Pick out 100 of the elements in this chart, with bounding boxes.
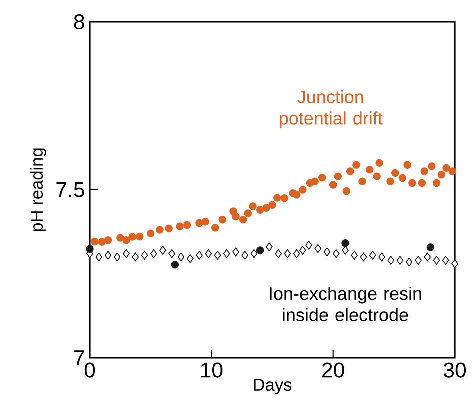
point [132, 252, 140, 262]
point [376, 159, 384, 167]
point [171, 261, 180, 269]
point [448, 168, 456, 176]
point [314, 244, 322, 254]
point [262, 204, 270, 212]
y-axis-title: pH reading [30, 148, 46, 232]
point [329, 181, 338, 189]
point [284, 249, 292, 258]
point [292, 191, 301, 199]
point [98, 238, 106, 246]
point [186, 254, 194, 264]
point [146, 230, 155, 238]
x-tick-label: 30 [444, 362, 466, 378]
point [346, 168, 354, 176]
point [242, 251, 249, 260]
x-tick-label: 20 [322, 362, 344, 378]
point [232, 213, 240, 221]
point [123, 249, 130, 258]
point [366, 166, 374, 174]
point [116, 234, 124, 242]
point [396, 256, 404, 265]
point [178, 252, 185, 262]
y-tick-label: 7 [74, 350, 84, 366]
point [122, 236, 130, 244]
point [442, 256, 450, 265]
point [214, 251, 222, 260]
point [358, 178, 366, 186]
point [334, 172, 342, 180]
point [211, 224, 220, 232]
point [280, 194, 289, 202]
point [352, 161, 360, 169]
point [332, 249, 340, 258]
point [96, 252, 103, 262]
y-tick-label: 8 [74, 14, 84, 30]
point [268, 201, 276, 209]
point [176, 222, 184, 230]
point [360, 252, 368, 262]
point [160, 246, 166, 255]
point [274, 194, 282, 202]
point [324, 248, 331, 257]
point [432, 179, 441, 188]
point [202, 218, 210, 226]
x-tick-label: 0 [84, 362, 96, 378]
point [306, 241, 312, 250]
point [266, 242, 273, 252]
point [438, 171, 446, 179]
point [218, 216, 226, 224]
point [250, 249, 258, 258]
point [196, 219, 204, 228]
point [342, 187, 351, 196]
point [256, 206, 264, 214]
point [223, 249, 230, 258]
point [150, 249, 158, 258]
series-label: Junction potential drift [280, 90, 383, 128]
point [299, 186, 307, 194]
point [433, 256, 440, 265]
point [311, 178, 319, 186]
point [300, 246, 306, 255]
x-tick-label: 10 [201, 362, 223, 378]
point [86, 245, 94, 254]
point [104, 251, 112, 260]
point [275, 249, 282, 258]
point [114, 252, 121, 262]
point [452, 260, 458, 268]
point [232, 248, 240, 257]
point [128, 233, 136, 241]
point [342, 246, 349, 255]
point [373, 172, 381, 180]
point [183, 221, 192, 230]
point [342, 240, 350, 248]
point [420, 168, 428, 176]
y-tick-label: 7.5 [56, 182, 84, 198]
point [239, 216, 248, 224]
point [378, 252, 386, 262]
point [141, 251, 148, 260]
x-axis-title: Days [254, 378, 292, 394]
point [136, 232, 144, 241]
point [415, 256, 422, 265]
point [249, 202, 257, 210]
point [408, 179, 416, 188]
point [442, 164, 450, 172]
point [428, 162, 436, 170]
point [205, 249, 212, 258]
point [392, 169, 400, 178]
point [369, 251, 376, 260]
point [418, 179, 426, 188]
point [398, 174, 407, 182]
point [196, 251, 203, 260]
point [168, 249, 176, 258]
point [424, 252, 432, 262]
point [91, 238, 99, 246]
point [406, 258, 413, 267]
point [351, 251, 358, 260]
point [256, 246, 264, 254]
point [426, 244, 435, 252]
point [318, 174, 326, 182]
point [104, 236, 112, 244]
series-label: Ion-exchange resin inside electrode [270, 286, 422, 322]
point [293, 249, 300, 258]
